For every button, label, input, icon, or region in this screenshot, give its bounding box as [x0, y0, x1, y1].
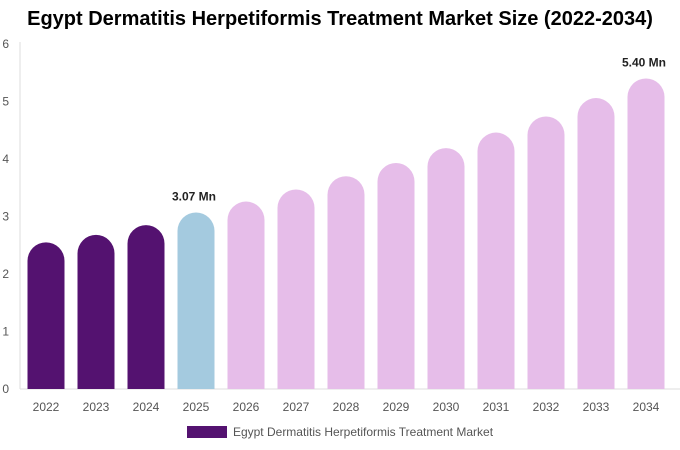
y-tick-label: 2 — [2, 267, 9, 281]
x-tick-label: 2030 — [433, 400, 460, 414]
y-tick-label: 5 — [2, 95, 9, 109]
x-tick-label: 2025 — [183, 400, 210, 414]
x-tick-label: 2032 — [533, 400, 560, 414]
x-tick-labels: 2022 2023 2024 2025 2026 2027 2028 2029 2030 2031… — [33, 400, 660, 414]
x-tick-label: 2024 — [133, 400, 160, 414]
bar-2025[interactable] — [177, 212, 215, 389]
bar-group — [27, 78, 665, 390]
bar-2031[interactable] — [477, 132, 515, 389]
x-tick-label: 2022 — [33, 400, 60, 414]
legend-label: Egypt Dermatitis Herpetiformis Treatment… — [232, 425, 494, 439]
bar-2029[interactable] — [377, 163, 415, 389]
bar-2034[interactable] — [627, 78, 665, 390]
data-label-2034: 5.40 Mn — [622, 56, 666, 70]
y-tick-label: 0 — [2, 382, 9, 396]
x-tick-label: 2033 — [583, 400, 610, 414]
bar-2024[interactable] — [127, 225, 165, 389]
y-tick-label: 4 — [2, 152, 9, 166]
bar-2033[interactable] — [577, 98, 615, 390]
y-tick-label: 1 — [2, 325, 9, 339]
y-tick-label: 3 — [2, 210, 9, 224]
x-tick-label: 2028 — [333, 400, 360, 414]
x-tick-label: 2029 — [383, 400, 410, 414]
bar-2023[interactable] — [77, 234, 115, 389]
y-tick-label: 6 — [2, 37, 9, 51]
x-tick-label: 2027 — [283, 400, 310, 414]
x-tick-label: 2023 — [83, 400, 110, 414]
x-tick-label: 2026 — [233, 400, 260, 414]
bar-2026[interactable] — [227, 201, 265, 389]
bar-2022[interactable] — [27, 242, 65, 389]
legend-swatch — [186, 426, 227, 438]
x-tick-label: 2031 — [483, 400, 510, 414]
bar-2032[interactable] — [527, 116, 565, 389]
legend[interactable]: Egypt Dermatitis Herpetiformis Treatment… — [0, 425, 680, 439]
y-tick-labels: 0 1 2 3 4 5 6 — [2, 37, 9, 396]
x-tick-label: 2034 — [633, 400, 660, 414]
bar-2028[interactable] — [327, 176, 365, 389]
data-label-2025: 3.07 Mn — [172, 189, 216, 203]
data-labels: 3.07 Mn 5.40 Mn — [172, 56, 666, 204]
bar-2030[interactable] — [427, 148, 465, 389]
bar-2027[interactable] — [277, 189, 315, 389]
chart-title: Egypt Dermatitis Herpetiformis Treatment… — [27, 8, 653, 30]
